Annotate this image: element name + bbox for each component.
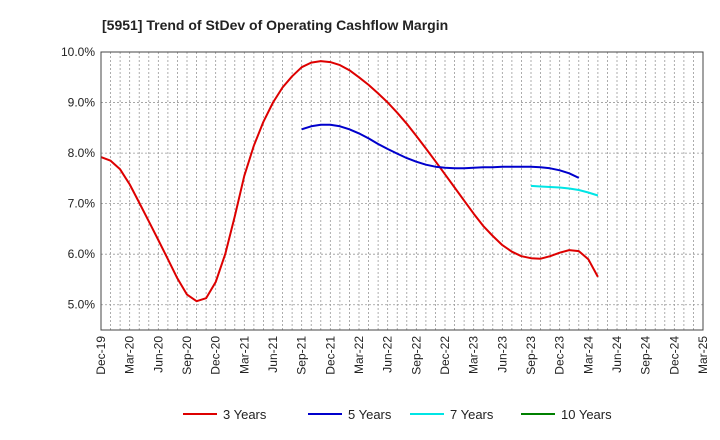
x-tick-label: Dec-23: [553, 336, 567, 375]
x-tick-label: Jun-24: [610, 336, 624, 373]
x-tick-label: Mar-22: [352, 336, 366, 374]
x-tick-label: Mar-23: [467, 336, 481, 374]
chart-title: [5951] Trend of StDev of Operating Cashf…: [102, 17, 448, 33]
x-tick-label: Dec-19: [94, 336, 108, 375]
x-tick-label: Sep-20: [180, 336, 194, 375]
y-tick-label: 7.0%: [68, 197, 96, 211]
x-tick-label: Dec-22: [438, 336, 452, 375]
y-axis: 5.0% 6.0% 7.0% 8.0% 9.0% 10.0%: [61, 45, 95, 312]
x-tick-label: Jun-23: [495, 336, 509, 373]
x-tick-label: Jun-20: [151, 336, 165, 373]
x-tick-label: Dec-20: [209, 336, 223, 375]
legend-label: 7 Years: [450, 407, 494, 422]
x-tick-label: Sep-23: [524, 336, 538, 375]
x-tick-label: Dec-24: [667, 336, 681, 375]
x-tick-label: Sep-21: [295, 336, 309, 375]
legend-label: 3 Years: [223, 407, 267, 422]
x-tick-label: Mar-21: [237, 336, 251, 374]
grid: [101, 51, 703, 330]
x-tick-label: Sep-24: [639, 336, 653, 375]
series-line: [301, 123, 580, 179]
y-tick-label: 5.0%: [68, 298, 96, 312]
x-tick-label: Mar-25: [696, 336, 710, 374]
y-tick-label: 9.0%: [68, 96, 96, 110]
y-tick-label: 10.0%: [61, 45, 95, 59]
series-line: [530, 184, 599, 197]
legend-label: 5 Years: [348, 407, 392, 422]
series-lines: [100, 60, 599, 303]
x-axis: Dec-19 Mar-20 Jun-20 Sep-20 Dec-20 Mar-21 Jun-…: [94, 336, 710, 375]
plot-frame: [100, 51, 704, 331]
x-tick-label: Sep-22: [409, 336, 423, 375]
legend: 3 Years 5 Years 7 Years 10 Years: [183, 407, 612, 422]
x-tick-label: Mar-24: [581, 336, 595, 374]
x-tick-label: Mar-20: [123, 336, 137, 374]
series-line: [100, 60, 599, 303]
legend-label: 10 Years: [561, 407, 612, 422]
y-tick-label: 8.0%: [68, 146, 96, 160]
x-tick-label: Dec-21: [323, 336, 337, 375]
x-tick-label: Jun-21: [266, 336, 280, 373]
y-tick-label: 6.0%: [68, 247, 96, 261]
x-tick-label: Jun-22: [381, 336, 395, 373]
